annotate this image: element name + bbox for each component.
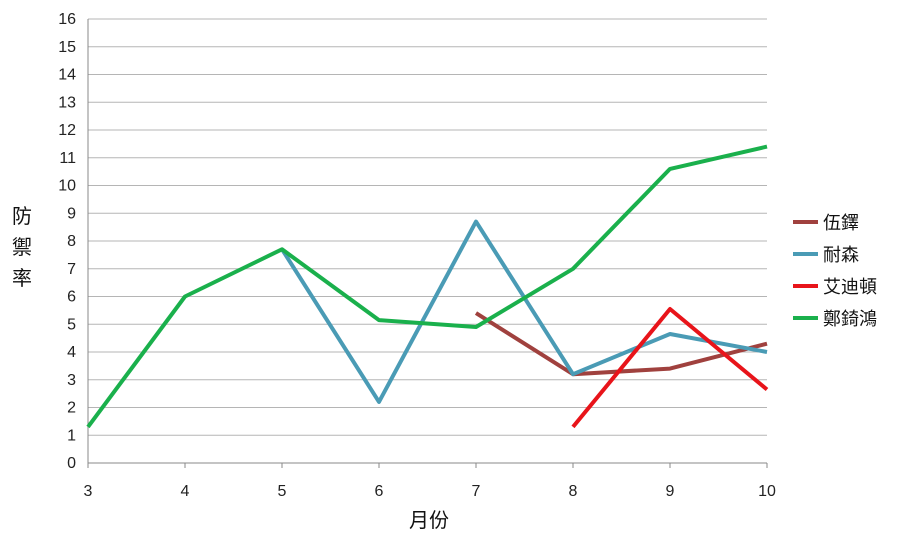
y-axis-title-char: 防 bbox=[12, 204, 32, 228]
y-axis-title-char: 禦 bbox=[12, 235, 32, 259]
x-tick-label: 6 bbox=[375, 483, 384, 500]
y-tick-label: 10 bbox=[58, 178, 76, 195]
y-tick-label: 8 bbox=[67, 233, 76, 250]
y-tick-label: 14 bbox=[58, 67, 76, 84]
legend-label: 伍鐸 bbox=[823, 213, 859, 234]
y-tick-label: 3 bbox=[67, 372, 76, 389]
y-axis-title-char: 率 bbox=[12, 266, 32, 290]
series-lines bbox=[86, 144, 769, 429]
legend-label: 艾迪頓 bbox=[823, 277, 877, 298]
y-tick-label: 6 bbox=[67, 289, 76, 306]
x-tick-label: 10 bbox=[758, 483, 776, 500]
series-line-3 bbox=[86, 144, 768, 429]
y-tick-label: 5 bbox=[67, 316, 76, 333]
x-tick-label: 8 bbox=[569, 483, 578, 500]
y-tick-label: 13 bbox=[58, 94, 76, 111]
y-tick-label: 0 bbox=[67, 455, 76, 472]
y-tick-label: 12 bbox=[58, 122, 76, 139]
y-tick-label: 16 bbox=[58, 11, 76, 28]
legend-label: 鄭錡鴻 bbox=[823, 309, 877, 330]
y-tick-label: 9 bbox=[67, 205, 76, 222]
legend-label: 耐森 bbox=[823, 245, 859, 266]
y-tick-label: 4 bbox=[67, 344, 76, 361]
y-tick-label: 1 bbox=[67, 427, 76, 444]
x-tick-label: 5 bbox=[278, 483, 287, 500]
x-tick-labels: 3 4 5 6 7 8 9 10 bbox=[84, 483, 776, 500]
x-tick-label: 9 bbox=[666, 483, 675, 500]
y-tick-label: 15 bbox=[58, 39, 76, 56]
series-line-1 bbox=[280, 219, 768, 404]
y-tick-label: 11 bbox=[59, 150, 76, 167]
x-tick-label: 4 bbox=[181, 483, 190, 500]
y-tick-label: 7 bbox=[67, 261, 76, 278]
grid-lines bbox=[87, 18, 768, 468]
x-tick-label: 3 bbox=[84, 483, 93, 500]
x-tick-label: 7 bbox=[472, 483, 481, 500]
y-axis-title: 防禦率 bbox=[12, 204, 32, 290]
x-axis-title: 月份 bbox=[409, 508, 449, 532]
series-line-2 bbox=[571, 307, 769, 429]
series-line-0 bbox=[474, 311, 768, 377]
y-tick-label: 2 bbox=[67, 400, 76, 417]
